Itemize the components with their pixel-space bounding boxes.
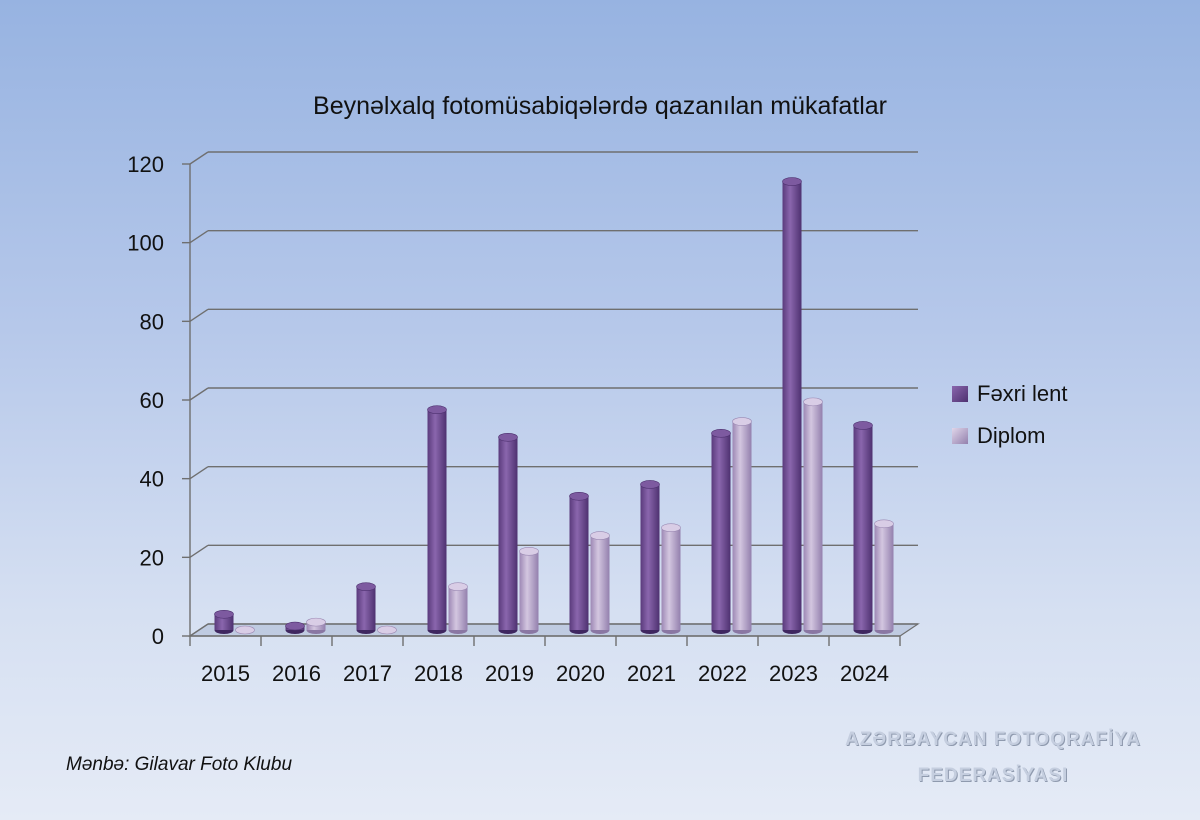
bars	[214, 177, 894, 635]
bar-diplom-2022	[732, 417, 752, 634]
bar-fexri-lent-2022	[711, 429, 731, 634]
gridline-diagonal-60	[189, 387, 209, 401]
tick-labels: 0 20 40 60 80 100 120 2015 2016 2017 2018 2019 2020 2…	[127, 152, 889, 686]
bar-top	[732, 417, 752, 426]
x-tick-label: 2021	[627, 661, 676, 686]
bar-top	[853, 421, 873, 430]
x-tick-label: 2022	[698, 661, 747, 686]
x-tick-label: 2023	[769, 661, 818, 686]
bar-top	[427, 405, 447, 415]
federation-line-2: FEDERASİYASI	[917, 765, 1069, 786]
legend-item-fexri-lent: Fəxri lent	[952, 373, 1067, 415]
legend-item-diplom: Diplom	[952, 415, 1067, 457]
bar-diplom-2020	[590, 531, 610, 634]
bar-top	[661, 523, 681, 533]
bar-top	[448, 582, 468, 592]
x-tick-label: 2015	[201, 661, 250, 686]
bar-body	[732, 421, 752, 630]
bar-body	[661, 527, 681, 630]
legend-label-diplom: Diplom	[977, 423, 1046, 448]
bar-top	[803, 397, 823, 407]
legend-label-fexri-lent: Fəxri lent	[977, 381, 1068, 406]
bar-top	[285, 621, 305, 631]
gridline-diagonal-20	[189, 544, 209, 558]
source-note: Mənbə: Gilavar Foto Klubu	[66, 754, 293, 775]
bar-body	[803, 401, 823, 630]
bar-fexri-lent-2021	[640, 480, 660, 634]
gridline-diagonal-40	[189, 466, 209, 480]
federation-line-1: AZƏRBAYCAN FOTOQRAFİYA	[845, 729, 1141, 750]
bar-top	[377, 625, 397, 635]
y-tick-label: 0	[152, 624, 164, 649]
bar-fexri-lent-2017	[356, 582, 376, 634]
bar-diplom-2019	[519, 547, 539, 634]
gridline-diagonal-100	[189, 230, 209, 244]
bar-diplom-2021	[661, 523, 681, 634]
y-tick-label: 20	[140, 545, 164, 570]
bar-body	[590, 535, 610, 630]
bar-fexri-lent-2018	[427, 405, 447, 634]
x-tick-label: 2018	[414, 661, 463, 686]
y-tick-label: 120	[127, 152, 164, 177]
x-tick-label: 2016	[272, 661, 321, 686]
legend-swatch-diplom	[952, 428, 968, 444]
federation-watermark: AZƏRBAYCAN FOTOQRAFİYA FEDERASİYASI	[840, 722, 1146, 794]
bar-body	[519, 551, 539, 630]
bar-top	[590, 531, 610, 540]
bar-diplom-2023	[803, 397, 823, 634]
bar-top	[306, 617, 326, 627]
bar-fexri-lent-2016	[285, 621, 305, 634]
bar-diplom-2018	[448, 582, 468, 634]
y-tick-label: 40	[140, 467, 164, 492]
chart-title: Beynəlxalq fotomüsabiqələrdə qazanılan m…	[313, 92, 887, 120]
x-tick-label: 2024	[840, 661, 889, 686]
bar-top	[519, 547, 539, 556]
x-tick-label: 2017	[343, 661, 392, 686]
y-tick-label: 60	[140, 388, 164, 413]
bar-top	[782, 177, 802, 186]
bar-top	[214, 609, 234, 619]
bar-diplom-2024	[874, 519, 894, 634]
bar-fexri-lent-2020	[569, 491, 589, 634]
bar-top	[640, 480, 660, 489]
bar-body	[711, 433, 731, 630]
bar-top	[235, 625, 255, 635]
gridline-diagonal-80	[189, 308, 209, 322]
x-tick-label: 2020	[556, 661, 605, 686]
y-tick-label: 100	[127, 231, 164, 256]
gridline-diagonal-120	[189, 151, 209, 165]
bar-body	[874, 523, 894, 630]
bar-fexri-lent-2023	[782, 177, 802, 634]
bar-body	[640, 484, 660, 630]
bar-top	[711, 429, 731, 438]
y-tick-label: 80	[140, 309, 164, 334]
bar-diplom-2017	[377, 625, 397, 635]
legend: Fəxri lent Diplom	[952, 373, 1067, 457]
bar-fexri-lent-2019	[498, 432, 518, 634]
bar-body	[356, 586, 376, 630]
bar-body	[853, 425, 873, 630]
bar-top	[874, 519, 894, 529]
bar-body	[498, 437, 518, 630]
bar-diplom-2015	[235, 625, 255, 635]
bar-body	[427, 409, 447, 630]
bar-fexri-lent-2024	[853, 421, 873, 634]
x-tick-label: 2019	[485, 661, 534, 686]
bar-body	[569, 496, 589, 630]
bar-top	[498, 432, 518, 442]
bar-top	[569, 491, 589, 501]
bar-top	[356, 582, 376, 592]
bar-body	[782, 181, 802, 630]
bar-body	[448, 586, 468, 630]
legend-swatch-fexri-lent	[952, 386, 968, 402]
bar-body	[214, 614, 234, 630]
bar-diplom-2016	[306, 617, 326, 634]
bar-fexri-lent-2015	[214, 609, 234, 634]
